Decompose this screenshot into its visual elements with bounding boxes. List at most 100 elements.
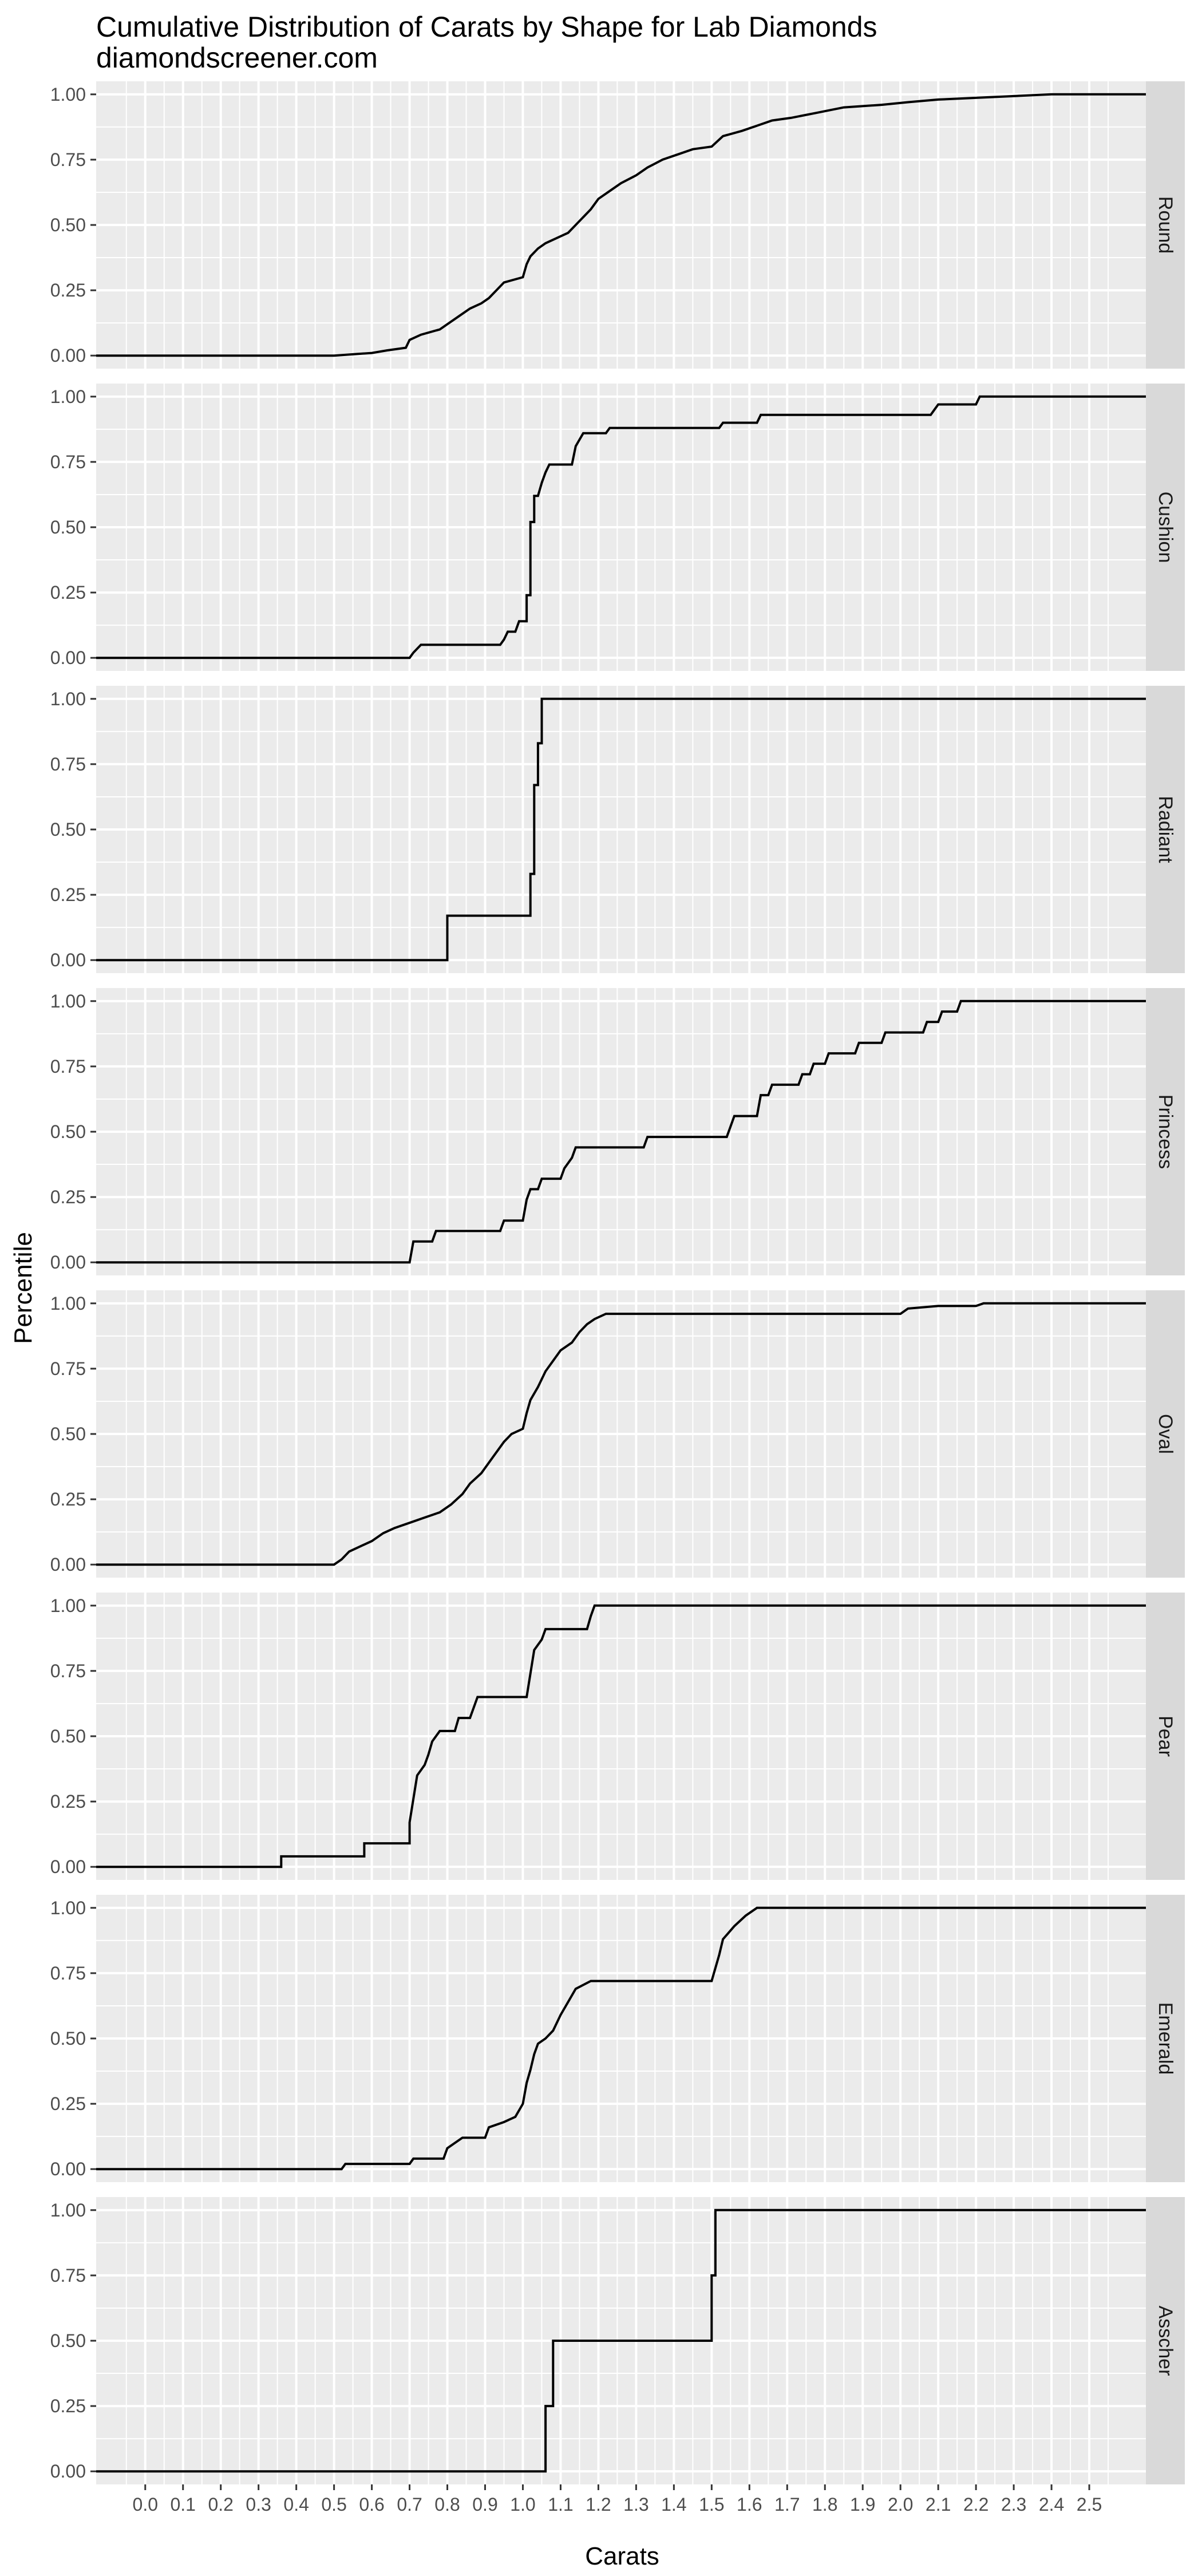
panel-cushion: 0.00 0.25 0.50 0.75 1.00 Cushion: [50, 384, 1185, 671]
x-tick-label: 0.5: [321, 2494, 346, 2515]
y-tick-label: 0.75: [50, 1056, 86, 1077]
facet-strip: [1146, 2197, 1185, 2484]
y-tick-label: 0.00: [50, 1554, 86, 1575]
chart-title: Cumulative Distribution of Carats by Sha…: [96, 11, 877, 43]
x-tick-label: 0.3: [246, 2494, 271, 2515]
facet-label-round: Round: [1154, 196, 1176, 254]
y-tick-label: 0.00: [50, 345, 86, 366]
y-tick-label: 0.00: [50, 1252, 86, 1273]
facet-label-emerald: Emerald: [1154, 2002, 1176, 2075]
ecdf-line-princess: [96, 999, 1146, 1264]
ecdf-line-radiant: [96, 697, 1146, 962]
x-tick-label: 2.5: [1077, 2494, 1102, 2515]
y-tick-label: 0.00: [50, 647, 86, 668]
y-tick-label: 0.00: [50, 2461, 86, 2482]
y-tick-label: 1.00: [50, 386, 86, 407]
x-tick-label: 0.9: [472, 2494, 497, 2515]
panel-emerald: 0.00 0.25 0.50 0.75 1.00 Emerald: [50, 1895, 1185, 2182]
panel-pear: 0.00 0.25 0.50 0.75 1.00 Pear: [50, 1593, 1185, 1880]
x-tick-label: 2.0: [888, 2494, 913, 2515]
y-tick-label: 0.50: [50, 1424, 86, 1444]
y-tick-label: 0.50: [50, 517, 86, 538]
x-tick-label: 1.7: [774, 2494, 800, 2515]
facet-strip: [1146, 1593, 1185, 1880]
y-tick-label: 0.25: [50, 582, 86, 603]
panel-princess: 0.00 0.25 0.50 0.75 1.00 Princess: [50, 988, 1185, 1275]
x-tick-label: 0.8: [434, 2494, 460, 2515]
y-tick-label: 1.00: [50, 991, 86, 1012]
y-tick-label: 0.75: [50, 149, 86, 170]
facet-label-princess: Princess: [1154, 1095, 1176, 1169]
facet-strip: [1146, 1290, 1185, 1578]
y-axis-title: Percentile: [9, 1232, 37, 1344]
x-tick-label: 2.4: [1039, 2494, 1064, 2515]
x-axis: 0.0 0.1 0.2 0.3 0.4 0.5 0.6 0.7 0.8 0.9 1.0 1.1 1.2 1…: [133, 2484, 1102, 2515]
x-tick-label: 1.3: [623, 2494, 649, 2515]
ecdf-line-emerald: [96, 1906, 1146, 2171]
x-tick-label: 2.2: [963, 2494, 989, 2515]
x-tick-label: 0.6: [359, 2494, 384, 2515]
y-tick-label: 0.00: [50, 2159, 86, 2179]
y-tick-label: 0.25: [50, 1187, 86, 1207]
x-tick-label: 1.5: [699, 2494, 724, 2515]
facet-strip: [1146, 384, 1185, 671]
y-tick-label: 1.00: [50, 1595, 86, 1616]
x-tick-label: 2.3: [1001, 2494, 1026, 2515]
y-tick-label: 0.25: [50, 2396, 86, 2416]
x-tick-label: 0.0: [133, 2494, 158, 2515]
y-tick-label: 0.50: [50, 215, 86, 235]
panel-round: 0.00 0.25 0.50 0.75 1.00 Round: [50, 81, 1185, 369]
y-tick-label: 0.25: [50, 1489, 86, 1510]
y-tick-label: 0.50: [50, 2028, 86, 2049]
facet-label-oval: Oval: [1154, 1414, 1176, 1454]
y-tick-label: 0.75: [50, 1358, 86, 1379]
x-tick-label: 0.1: [170, 2494, 195, 2515]
y-tick-label: 0.50: [50, 1121, 86, 1142]
panel-asscher: 0.00 0.25 0.50 0.75 1.00 Asscher: [50, 2197, 1185, 2484]
facet-strip: [1146, 1895, 1185, 2182]
facet-strip: [1146, 81, 1185, 369]
x-axis-title: Carats: [585, 2542, 659, 2570]
x-tick-label: 1.0: [510, 2494, 535, 2515]
y-tick-label: 0.50: [50, 2330, 86, 2351]
y-tick-label: 0.75: [50, 754, 86, 775]
x-tick-label: 2.1: [926, 2494, 951, 2515]
x-tick-label: 1.1: [548, 2494, 573, 2515]
y-tick-label: 0.50: [50, 819, 86, 840]
y-tick-label: 0.25: [50, 1791, 86, 1812]
y-tick-label: 1.00: [50, 1293, 86, 1314]
x-tick-label: 1.9: [850, 2494, 875, 2515]
y-tick-label: 0.50: [50, 1726, 86, 1747]
y-tick-label: 0.75: [50, 452, 86, 472]
x-tick-label: 0.7: [397, 2494, 422, 2515]
y-tick-label: 0.00: [50, 950, 86, 970]
y-tick-label: 1.00: [50, 84, 86, 105]
ecdf-line-round: [96, 93, 1146, 357]
y-tick-label: 1.00: [50, 1898, 86, 1918]
ecdf-line-asscher: [96, 2208, 1146, 2473]
y-tick-label: 0.75: [50, 2265, 86, 2286]
y-tick-label: 1.00: [50, 689, 86, 709]
ecdf-line-pear: [96, 1604, 1146, 1868]
facet-label-pear: Pear: [1154, 1716, 1176, 1757]
x-tick-label: 0.4: [283, 2494, 309, 2515]
facet-panels: 0.00 0.25 0.50 0.75 1.00 Round 0.00 0.25 0.50 0.7…: [50, 81, 1185, 2484]
y-tick-label: 0.25: [50, 2093, 86, 2114]
y-tick-label: 0.75: [50, 1963, 86, 1984]
ecdf-line-cushion: [96, 395, 1146, 659]
y-tick-label: 0.25: [50, 884, 86, 905]
y-tick-label: 0.00: [50, 1856, 86, 1877]
panel-radiant: 0.00 0.25 0.50 0.75 1.00 Radiant: [50, 686, 1185, 973]
x-tick-label: 0.2: [208, 2494, 233, 2515]
y-tick-label: 1.00: [50, 2200, 86, 2221]
facet-strip: [1146, 988, 1185, 1275]
facet-strip: [1146, 686, 1185, 973]
x-tick-label: 1.4: [661, 2494, 686, 2515]
x-tick-label: 1.6: [737, 2494, 762, 2515]
x-tick-label: 1.2: [586, 2494, 611, 2515]
panel-oval: 0.00 0.25 0.50 0.75 1.00 Oval: [50, 1290, 1185, 1578]
chart-subtitle: diamondscreener.com: [96, 42, 378, 74]
facet-label-asscher: Asscher: [1154, 2306, 1176, 2376]
facet-label-cushion: Cushion: [1154, 492, 1176, 563]
